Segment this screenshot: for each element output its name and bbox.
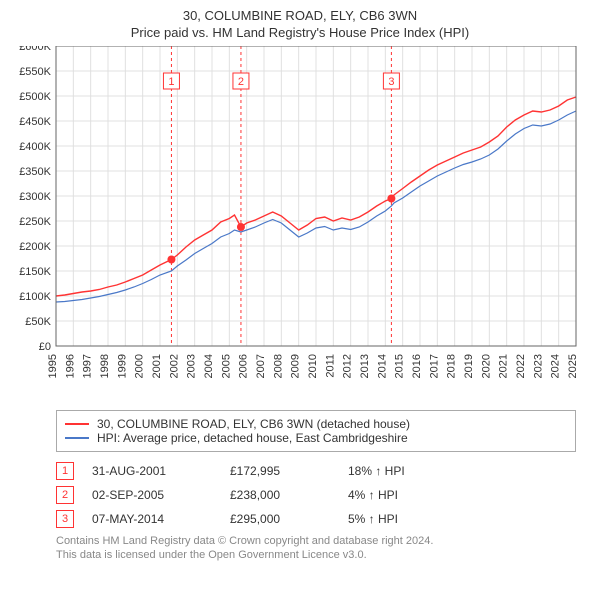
svg-text:2020: 2020 [480, 354, 492, 378]
sale-row: 2 02-SEP-2005 £238,000 4% ↑ HPI [56, 486, 576, 504]
svg-text:2005: 2005 [220, 354, 232, 378]
price-chart: £0 £50K £100K £150K £200K £250K £300K £350K £400… [12, 46, 588, 400]
svg-text:2003: 2003 [186, 354, 198, 378]
svg-text:2000: 2000 [134, 354, 146, 378]
chart-legend: 30, COLUMBINE ROAD, ELY, CB6 3WN (detach… [56, 410, 576, 452]
legend-label: 30, COLUMBINE ROAD, ELY, CB6 3WN (detach… [97, 417, 410, 431]
svg-text:2006: 2006 [238, 354, 250, 378]
legend-swatch [65, 423, 89, 425]
svg-text:£100K: £100K [19, 291, 51, 303]
sale-marker: 2 [56, 486, 74, 504]
page-title: 30, COLUMBINE ROAD, ELY, CB6 3WN [12, 8, 588, 23]
sale-row: 3 07-MAY-2014 £295,000 5% ↑ HPI [56, 510, 576, 528]
svg-text:£250K: £250K [19, 216, 51, 228]
svg-text:£450K: £450K [19, 116, 51, 128]
svg-text:2016: 2016 [411, 354, 423, 378]
legend-label: HPI: Average price, detached house, East… [97, 431, 408, 445]
sale-hpi-diff: 18% ↑ HPI [348, 464, 508, 478]
svg-text:2001: 2001 [151, 354, 163, 378]
sale-row: 1 31-AUG-2001 £172,995 18% ↑ HPI [56, 462, 576, 480]
svg-text:£500K: £500K [19, 91, 51, 103]
svg-text:£200K: £200K [19, 241, 51, 253]
chart-container: { "header": { "title": "30, COLUMBINE RO… [0, 0, 600, 571]
svg-text:2010: 2010 [307, 354, 319, 378]
svg-text:£600K: £600K [19, 46, 51, 53]
svg-text:£550K: £550K [19, 66, 51, 78]
legend-item: 30, COLUMBINE ROAD, ELY, CB6 3WN (detach… [65, 417, 567, 431]
svg-text:2019: 2019 [463, 354, 475, 378]
sale-price: £172,995 [230, 464, 330, 478]
svg-text:2007: 2007 [255, 354, 267, 378]
svg-text:2002: 2002 [168, 354, 180, 378]
svg-text:2025: 2025 [567, 354, 579, 378]
svg-text:1: 1 [168, 76, 174, 88]
svg-text:2015: 2015 [394, 354, 406, 378]
sale-price: £238,000 [230, 488, 330, 502]
sale-hpi-diff: 5% ↑ HPI [348, 512, 508, 526]
chart-svg: £0 £50K £100K £150K £200K £250K £300K £350K £400… [12, 46, 586, 400]
svg-text:2022: 2022 [515, 354, 527, 378]
sales-table: 1 31-AUG-2001 £172,995 18% ↑ HPI 2 02-SEP-200… [56, 462, 576, 528]
sale-marker: 3 [56, 510, 74, 528]
svg-text:2011: 2011 [324, 354, 336, 378]
svg-text:2023: 2023 [532, 354, 544, 378]
svg-text:£300K: £300K [19, 191, 51, 203]
page-subtitle: Price paid vs. HM Land Registry's House … [12, 25, 588, 40]
svg-text:1995: 1995 [47, 354, 59, 378]
svg-text:2021: 2021 [498, 354, 510, 378]
svg-text:1997: 1997 [82, 354, 94, 378]
footer-attribution: Contains HM Land Registry data © Crown c… [56, 534, 588, 563]
svg-text:1999: 1999 [116, 354, 128, 378]
sale-date: 31-AUG-2001 [92, 464, 212, 478]
svg-text:3: 3 [388, 76, 394, 88]
svg-text:2017: 2017 [428, 354, 440, 378]
footer-line-2: This data is licensed under the Open Gov… [56, 548, 588, 562]
svg-text:2: 2 [238, 76, 244, 88]
svg-text:2008: 2008 [272, 354, 284, 378]
svg-text:2013: 2013 [359, 354, 371, 378]
svg-text:1996: 1996 [64, 354, 76, 378]
svg-text:2024: 2024 [550, 354, 562, 378]
svg-text:£350K: £350K [19, 166, 51, 178]
svg-text:£0: £0 [39, 341, 51, 353]
legend-swatch [65, 437, 89, 439]
svg-text:2004: 2004 [203, 354, 215, 378]
svg-text:£150K: £150K [19, 266, 51, 278]
svg-text:1998: 1998 [99, 354, 111, 378]
footer-line-1: Contains HM Land Registry data © Crown c… [56, 534, 588, 548]
svg-text:2014: 2014 [376, 354, 388, 378]
sale-date: 07-MAY-2014 [92, 512, 212, 526]
sale-price: £295,000 [230, 512, 330, 526]
svg-text:£50K: £50K [25, 316, 51, 328]
svg-text:2018: 2018 [446, 354, 458, 378]
svg-text:£400K: £400K [19, 141, 51, 153]
sale-marker: 1 [56, 462, 74, 480]
sale-date: 02-SEP-2005 [92, 488, 212, 502]
svg-text:2009: 2009 [290, 354, 302, 378]
svg-text:2012: 2012 [342, 354, 354, 378]
legend-item: HPI: Average price, detached house, East… [65, 431, 567, 445]
sale-hpi-diff: 4% ↑ HPI [348, 488, 508, 502]
